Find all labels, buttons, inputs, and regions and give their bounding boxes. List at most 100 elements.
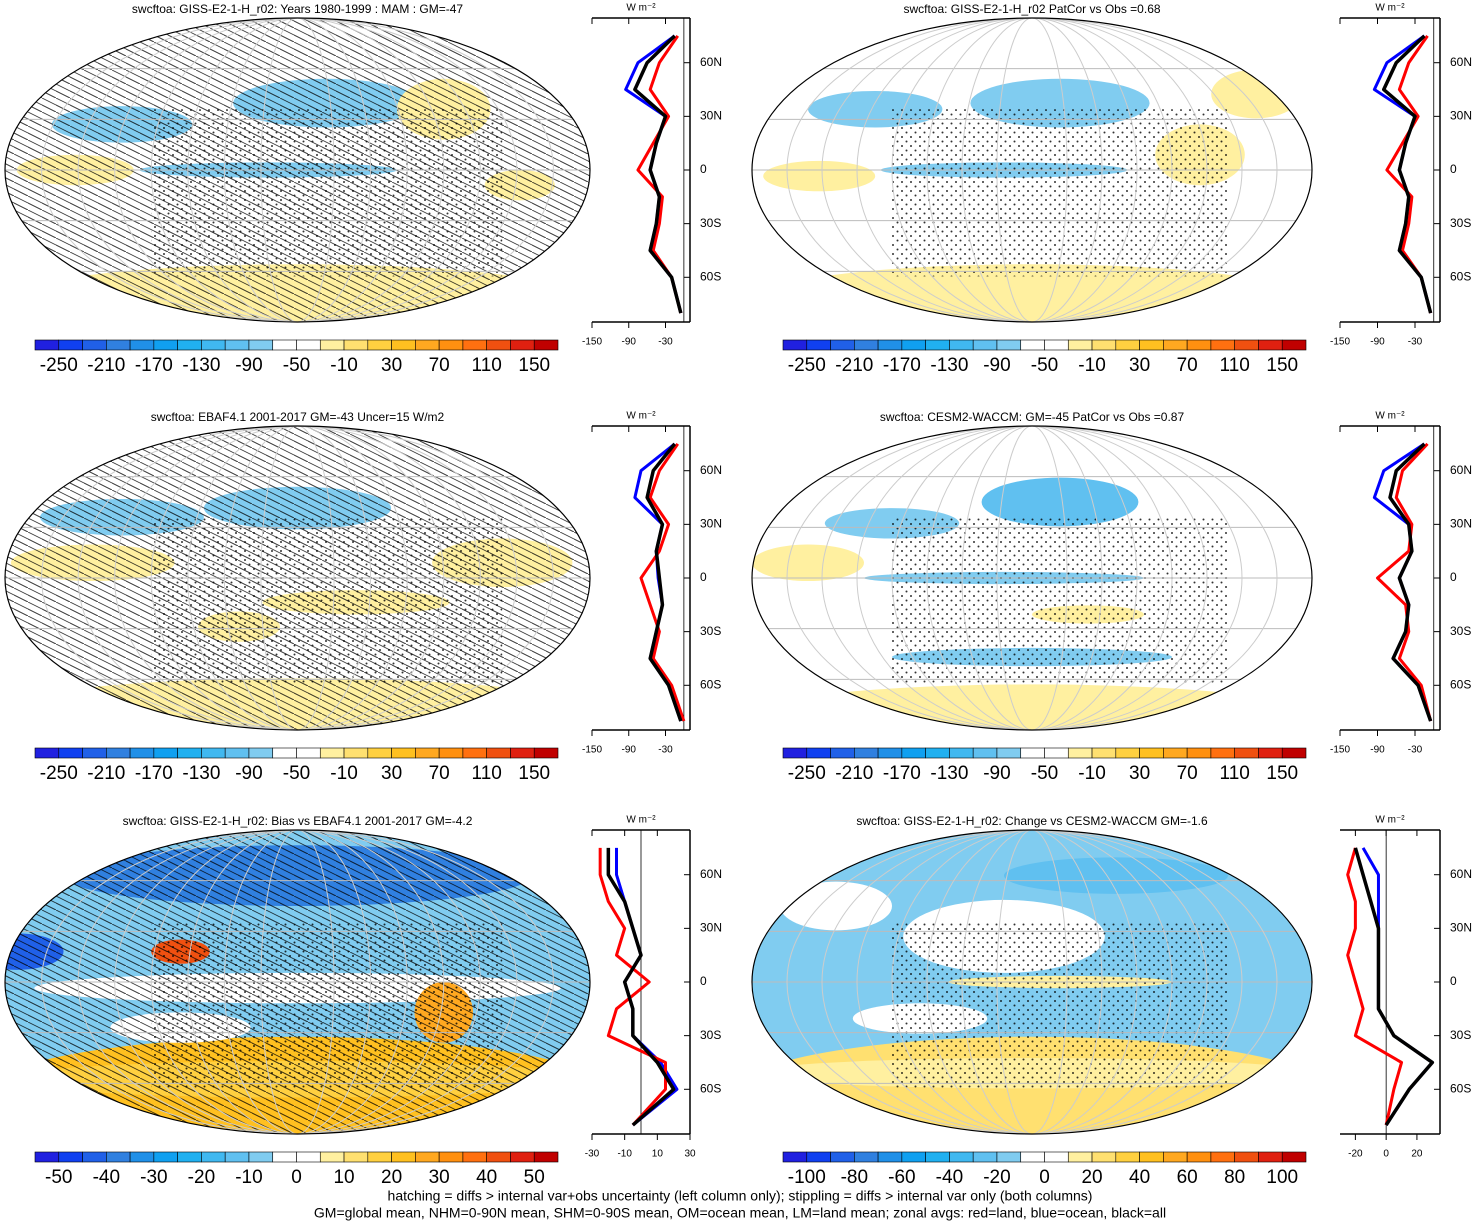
y-tick-label: 0: [1450, 974, 1457, 988]
unit-label: W m⁻²: [626, 3, 656, 14]
map-border: [751, 425, 1313, 731]
stippling: [892, 921, 1228, 1089]
colorbar-box: [1020, 1151, 1045, 1163]
colorbar-label: 70: [1177, 763, 1198, 784]
colorbar-label: 0: [291, 1167, 302, 1188]
colorbar-label: 150: [1266, 763, 1298, 784]
colorbar-box: [1281, 747, 1307, 759]
colorbar-box: [1163, 339, 1188, 351]
colorbar-box: [486, 1151, 511, 1163]
map-region: [752, 684, 1312, 730]
colorbar-box: [201, 1151, 226, 1163]
colorbar-box: [438, 339, 464, 351]
colorbar-box: [854, 339, 879, 351]
zonal-line: [636, 35, 683, 314]
graticule: [41, 426, 554, 730]
colorbar-box: [1210, 747, 1235, 759]
y-tick-label: 30S: [1450, 216, 1471, 230]
colorbar-box: [367, 339, 392, 351]
colorbar-box: [106, 339, 131, 351]
graticule: [223, 426, 372, 730]
x-tick-label: -150: [1330, 337, 1350, 348]
colorbar-label: -90: [983, 355, 1010, 376]
zonal-line: [606, 847, 676, 1127]
colorbar-box: [319, 747, 345, 759]
colorbar-label: -30: [140, 1167, 167, 1188]
colorbar-label: -170: [135, 763, 173, 784]
colorbar-label: 40: [476, 1167, 497, 1188]
colorbar-box: [877, 339, 903, 351]
colorbar-label: 100: [1266, 1167, 1298, 1188]
y-tick-label: 0: [700, 974, 707, 988]
colorbar-label: -130: [182, 355, 220, 376]
colorbar-box: [296, 339, 321, 351]
colorbar-label: -20: [188, 1167, 215, 1188]
y-tick-label: 60N: [700, 463, 722, 477]
y-tick-label: 30S: [700, 216, 721, 230]
y-tick-label: 60N: [1450, 867, 1472, 881]
colorbar-box: [782, 1151, 808, 1163]
colorbar-box: [533, 339, 559, 351]
graticule: [260, 18, 335, 322]
colorbar-box: [153, 339, 178, 351]
colorbar-box: [1044, 747, 1069, 759]
x-tick-label: -20: [1348, 1149, 1363, 1160]
colorbar-box: [1281, 339, 1307, 351]
map-border: [751, 17, 1313, 323]
x-tick-label: 20: [1411, 1149, 1423, 1160]
colorbar-box: [925, 1151, 950, 1163]
colorbar-box: [949, 1151, 974, 1163]
colorbar-box: [319, 339, 345, 351]
colorbar-box: [510, 339, 535, 351]
graticule: [150, 426, 445, 730]
y-tick-label: 30N: [1450, 517, 1472, 531]
colorbar-box: [949, 339, 974, 351]
colorbar-box: [1115, 747, 1140, 759]
colorbar-box: [58, 747, 83, 759]
y-tick-label: 0: [700, 162, 707, 176]
graticule: [996, 426, 1068, 730]
map-region: [752, 544, 864, 582]
colorbar-label: 110: [1220, 763, 1250, 784]
colorbar-label: 150: [518, 355, 550, 376]
graticule: [187, 426, 408, 730]
colorbar-box: [367, 747, 392, 759]
panel-title: swcftoa: CESM2-WACCM: GM=-45 PatCor vs O…: [880, 410, 1185, 424]
colorbar-box: [462, 1151, 487, 1163]
colorbar-box: [82, 339, 107, 351]
colorbar-label: 110: [472, 355, 502, 376]
colorbar-label: 30: [381, 355, 402, 376]
colorbar-box: [224, 747, 250, 759]
colorbar-box: [272, 747, 297, 759]
colorbar-label: -10: [235, 1167, 262, 1188]
colorbar-label: -130: [930, 763, 968, 784]
colorbar-box: [248, 339, 274, 351]
colorbar-box: [806, 747, 831, 759]
colorbar-box: [129, 339, 155, 351]
colorbar-box: [1258, 339, 1283, 351]
colorbar-box: [82, 747, 107, 759]
graticule: [996, 830, 1068, 1134]
graticule: [114, 18, 481, 322]
colorbar-box: [391, 747, 416, 759]
graticule: [821, 426, 1243, 730]
colorbar-label: -170: [135, 355, 173, 376]
colorbar-box: [1091, 1151, 1117, 1163]
x-tick-label: -90: [622, 337, 637, 348]
x-tick-label: -90: [1370, 745, 1385, 756]
graticule: [961, 18, 1103, 322]
map: [5, 18, 590, 322]
colorbar-box: [415, 339, 440, 351]
colorbar-label: -210: [87, 763, 125, 784]
graticule: [891, 18, 1173, 322]
zonal-line: [1385, 35, 1433, 314]
colorbar-box: [533, 747, 559, 759]
colorbar-box: [925, 339, 950, 351]
graticule: [260, 426, 335, 730]
colorbar-box: [996, 747, 1022, 759]
y-tick-label: 30S: [1450, 1028, 1471, 1042]
colorbar-box: [177, 1151, 202, 1163]
colorbar-label: -130: [182, 763, 220, 784]
map-border: [751, 829, 1313, 1135]
colorbar-label: 70: [429, 763, 450, 784]
